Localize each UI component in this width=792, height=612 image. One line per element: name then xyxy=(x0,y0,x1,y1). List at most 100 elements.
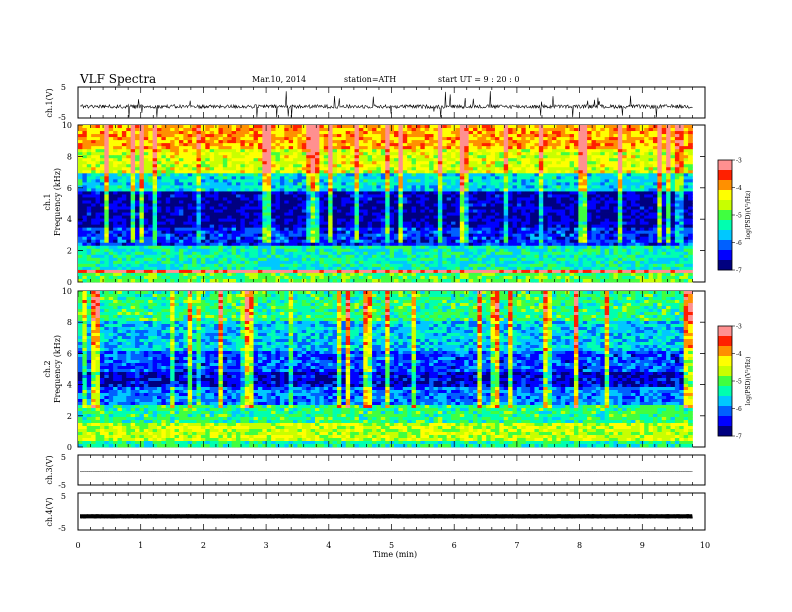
spectrogram-cell xyxy=(609,218,614,223)
spectrogram-cell xyxy=(407,128,412,132)
spectrogram-cell xyxy=(218,152,224,156)
spectrogram-cell xyxy=(117,137,123,141)
spectrogram-cell xyxy=(569,131,575,135)
spectrogram-cell xyxy=(424,125,430,129)
spectrogram-cell xyxy=(293,230,298,235)
spectrogram-cell xyxy=(525,185,531,189)
spectrogram-cell xyxy=(617,167,623,171)
spectrogram-cell xyxy=(437,137,443,141)
spectrogram-cell xyxy=(547,185,553,189)
spectrogram-cell xyxy=(613,143,619,147)
spectrogram-cell xyxy=(227,185,233,189)
spectrogram-cell xyxy=(332,182,338,186)
spectrogram-cell xyxy=(600,182,606,186)
spectrogram-cell xyxy=(187,161,193,165)
spectrogram-cell xyxy=(407,209,412,213)
spectrogram-cell xyxy=(648,176,654,180)
spectrogram-cell xyxy=(108,158,114,162)
spectrogram-cell xyxy=(464,161,470,165)
spectrogram-cell xyxy=(552,173,557,177)
spectrogram-cell xyxy=(315,227,320,232)
spectrogram-cell xyxy=(328,227,333,232)
spectrogram-cell xyxy=(240,218,246,223)
spectrogram-cell xyxy=(530,167,535,171)
spectrogram-cell xyxy=(666,227,671,232)
spectrogram-cell xyxy=(323,149,329,153)
spectrogram-cell xyxy=(455,197,461,201)
spectrogram-cell xyxy=(521,224,527,229)
spectrogram-cell xyxy=(78,206,83,210)
spectrogram-cell xyxy=(499,131,505,135)
spectrogram-cell xyxy=(468,134,474,138)
spectrogram-cell xyxy=(595,218,601,223)
spectrogram-cell xyxy=(367,143,373,147)
spectrogram-cell xyxy=(275,230,281,235)
spectrogram-cell xyxy=(143,194,149,198)
spectrogram-cell xyxy=(477,179,483,183)
spectrogram-cell xyxy=(332,158,338,162)
spectrogram-cell xyxy=(534,182,540,186)
spectrogram-cell xyxy=(648,131,654,135)
spectrogram-cell xyxy=(534,158,540,162)
spectrogram-cell xyxy=(284,146,290,150)
spectrogram-cell xyxy=(451,179,456,183)
spectrogram-cell xyxy=(516,146,522,150)
spectrogram-cell xyxy=(631,209,636,213)
spectrogram-cell xyxy=(543,203,549,207)
spectrogram-cell xyxy=(306,218,312,223)
spectrogram-cell xyxy=(587,176,592,180)
spectrogram-cell xyxy=(631,146,636,150)
spectrogram-cell xyxy=(494,131,500,135)
spectrogram-cell xyxy=(240,176,246,180)
spectrogram-cell xyxy=(473,137,478,141)
spectrogram-cell xyxy=(494,152,500,156)
spectrogram-cell xyxy=(227,212,233,216)
spectrogram-cell xyxy=(477,191,483,195)
spectrogram-cell xyxy=(306,128,312,132)
spectrogram-cell xyxy=(328,194,333,198)
spectrogram-cell xyxy=(354,134,360,138)
spectrogram-cell xyxy=(420,197,426,201)
spectrogram-cell xyxy=(622,182,628,186)
spectrogram-cell xyxy=(429,221,434,226)
spectrogram-cell xyxy=(670,221,676,226)
spectrogram-cell xyxy=(666,197,671,201)
spectrogram-cell xyxy=(385,152,391,156)
spectrogram-cell xyxy=(433,212,439,216)
spectrogram-cell xyxy=(236,218,241,223)
spectrogram-cell xyxy=(192,197,197,201)
spectrogram-cell xyxy=(275,188,281,192)
spectrogram-cell xyxy=(104,227,110,232)
spectrogram-cell xyxy=(236,125,241,129)
spectrogram-cell xyxy=(336,221,342,226)
spectrogram-cell xyxy=(464,209,470,213)
spectrogram-cell xyxy=(82,143,88,147)
spectrogram-cell xyxy=(328,176,333,180)
spectrogram-cell xyxy=(209,149,215,153)
spectrogram-cell xyxy=(679,227,685,232)
spectrogram-cell xyxy=(284,212,290,216)
spectrogram-cell xyxy=(249,170,254,174)
spectrogram-cell xyxy=(604,218,610,223)
spectrogram-cell xyxy=(652,206,658,210)
spectrogram-cell xyxy=(547,146,553,150)
spectrogram-cell xyxy=(143,200,149,204)
spectrogram-cell xyxy=(424,221,430,226)
spectrogram-cell xyxy=(424,152,430,156)
spectrogram-cell xyxy=(183,197,189,201)
spectrogram-cell xyxy=(635,131,641,135)
spectrogram-cell xyxy=(516,227,522,232)
spectrogram-cell xyxy=(538,200,544,204)
spectrogram-cell xyxy=(674,209,680,213)
spectrogram-cell xyxy=(534,143,540,147)
spectrogram-cell xyxy=(91,188,96,192)
spectrogram-cell xyxy=(328,212,333,216)
spectrogram-cell xyxy=(99,224,105,229)
spectrogram-cell xyxy=(236,146,241,150)
spectrogram-cell xyxy=(674,179,680,183)
spectrogram-cell xyxy=(161,137,167,141)
spectrogram-cell xyxy=(578,131,584,135)
spectrogram-cell xyxy=(214,182,219,186)
spectrogram-cell xyxy=(499,191,505,195)
spectrogram-cell xyxy=(389,191,395,195)
